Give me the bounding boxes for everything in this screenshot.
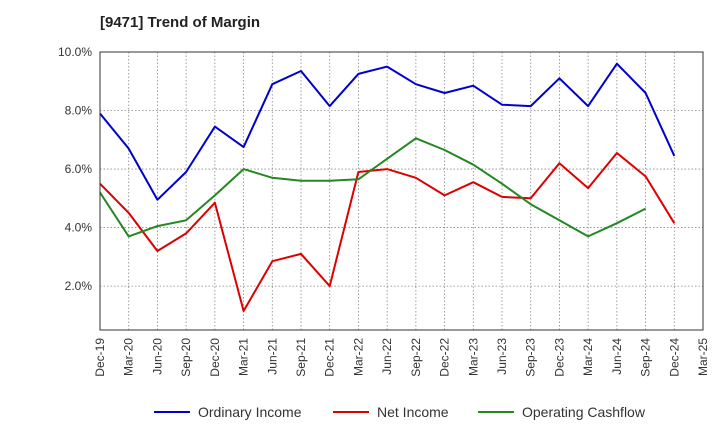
- series-line-net-income: [99, 152, 676, 312]
- x-tick-label: Sep-20: [179, 338, 193, 377]
- legend-item-ordinary-income: Ordinary Income: [154, 404, 301, 420]
- series-line-operating-cashflow: [99, 137, 647, 238]
- legend-item-net-income: Net Income: [333, 404, 449, 420]
- x-tick-label: Mar-23: [466, 338, 480, 376]
- legend-label: Ordinary Income: [198, 404, 302, 420]
- x-tick-label: Dec-19: [93, 338, 107, 377]
- x-tick-label: Jun-23: [495, 338, 509, 375]
- series-lines: [99, 62, 676, 312]
- plot-frame: [99, 51, 704, 331]
- x-tick-label: Mar-22: [351, 338, 365, 376]
- x-tick-label: Jun-22: [380, 338, 394, 375]
- y-tick-label: 8.0%: [65, 104, 93, 118]
- x-tick-label: Dec-23: [552, 338, 566, 377]
- x-tick-label: Mar-20: [122, 338, 136, 376]
- x-tick-label: Dec-21: [323, 338, 337, 377]
- grid: [100, 51, 703, 330]
- legend-swatch: [478, 411, 514, 413]
- chart-title: [9471] Trend of Margin: [100, 14, 261, 31]
- x-tick-label: Mar-24: [581, 338, 595, 376]
- x-tick-label: Sep-21: [294, 338, 308, 377]
- legend-label: Net Income: [377, 404, 449, 420]
- x-tick-label: Mar-25: [696, 338, 710, 376]
- y-axis-ticks: 2.0% 4.0% 6.0% 8.0% 10.0%: [58, 45, 92, 293]
- y-tick-label: 4.0%: [65, 221, 93, 235]
- y-tick-label: 6.0%: [65, 162, 93, 176]
- legend-swatch: [333, 411, 369, 413]
- x-tick-label: Jun-20: [150, 338, 164, 375]
- x-axis-ticks: Dec-19 Mar-20 Jun-20 Sep-20 Dec-20 Mar-21 Jun-…: [93, 338, 710, 377]
- x-tick-label: Sep-22: [409, 338, 423, 377]
- x-tick-label: Dec-20: [208, 338, 222, 377]
- x-tick-label: Sep-24: [639, 338, 653, 377]
- y-tick-label: 10.0%: [58, 45, 92, 59]
- x-tick-label: Dec-22: [438, 338, 452, 377]
- x-tick-label: Dec-24: [667, 338, 681, 377]
- legend-swatch: [154, 411, 190, 413]
- legend-item-operating-cashflow: Operating Cashflow: [478, 404, 645, 420]
- x-tick-label: Sep-23: [524, 338, 538, 377]
- x-tick-label: Mar-21: [237, 338, 251, 376]
- x-tick-label: Jun-24: [610, 338, 624, 375]
- y-tick-label: 2.0%: [65, 279, 93, 293]
- series-line-ordinary-income: [99, 62, 676, 201]
- x-tick-label: Jun-21: [265, 338, 279, 375]
- legend: Ordinary Income Net Income Operating Cas…: [0, 404, 720, 426]
- legend-label: Operating Cashflow: [522, 404, 645, 420]
